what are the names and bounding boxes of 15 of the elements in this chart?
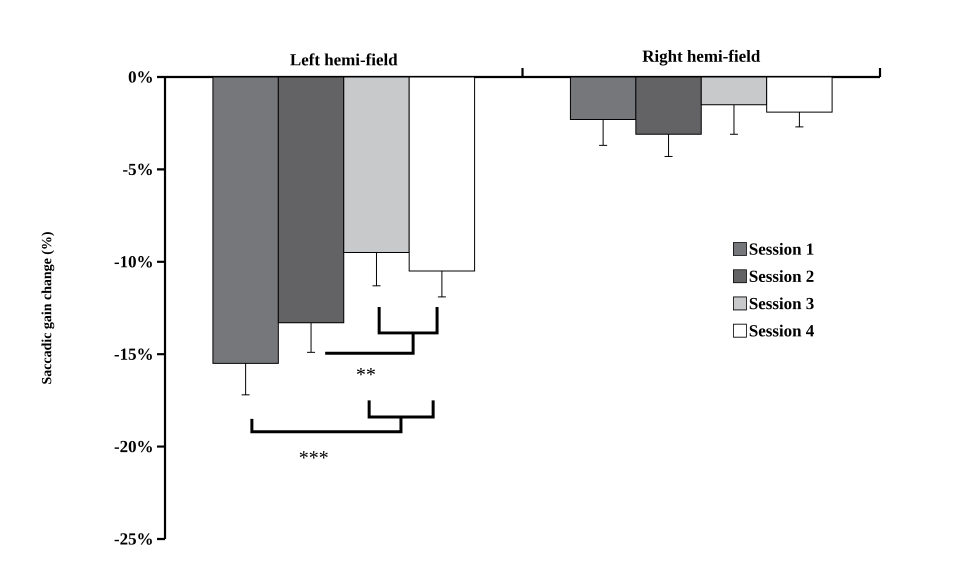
y-tick-label: -10% xyxy=(114,256,152,268)
y-tick-label: -25% xyxy=(114,533,152,545)
x-tick-label: Right hemi-field xyxy=(642,50,760,66)
legend-label: Session 4 xyxy=(750,324,814,336)
legend-label: Session 1 xyxy=(750,242,814,255)
annotation: ** xyxy=(356,368,375,376)
y-tick-label: 0% xyxy=(128,71,152,83)
x-tick-label: Left hemi-field xyxy=(290,53,398,66)
y-tick-label: -15% xyxy=(114,348,152,360)
legend-label: Session 3 xyxy=(750,297,814,310)
annotation: *** xyxy=(300,451,328,458)
y-tick-label: -5% xyxy=(123,164,152,176)
y-tick-label: -20% xyxy=(114,440,152,452)
legend-label: Session 2 xyxy=(750,270,814,282)
y-axis-title: Saccadic gain change (%) xyxy=(41,232,54,384)
